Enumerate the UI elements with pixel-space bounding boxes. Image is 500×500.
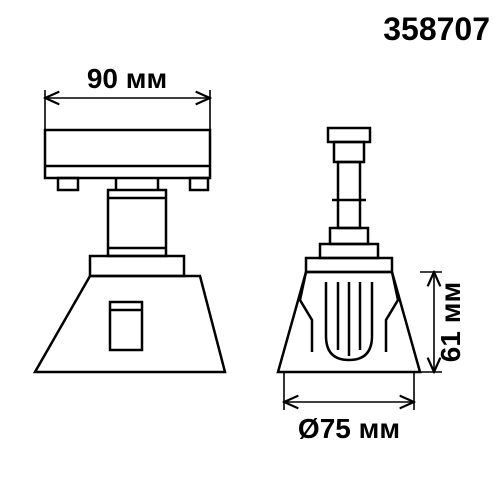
- dim-width-label: 90 мм: [87, 63, 167, 94]
- dim-height-label: 61 мм: [435, 282, 466, 362]
- technical-drawing: 358707 90 мм: [0, 0, 500, 500]
- product-id: 358707: [383, 11, 490, 47]
- side-view: 90 мм: [35, 63, 225, 372]
- dim-diameter-label: Ø75 мм: [298, 413, 400, 444]
- front-view: 61 мм Ø75 мм: [278, 128, 466, 444]
